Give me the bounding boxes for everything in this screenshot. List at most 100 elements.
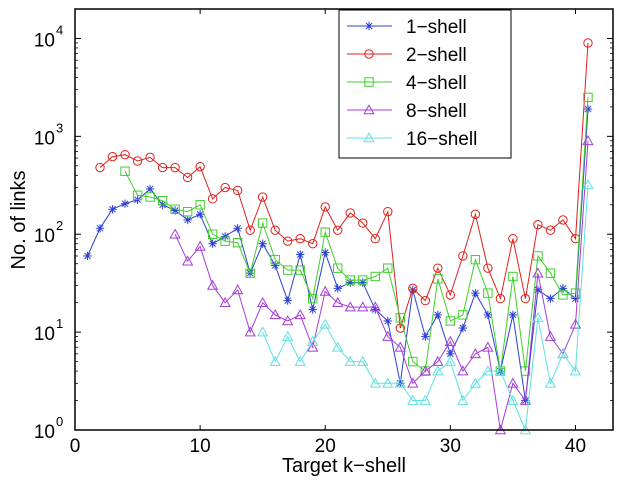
data-point-16-shell	[444, 355, 457, 366]
legend-marker-shape	[364, 49, 374, 59]
data-point-4-shell	[282, 265, 293, 275]
data-point-16-shell	[407, 394, 419, 405]
data-point-4-shell	[570, 288, 581, 298]
data-point-8-shell	[319, 285, 331, 296]
y-tick-label: 10	[34, 324, 55, 345]
data-point-1-shell	[508, 310, 518, 320]
data-point-2-shell	[333, 225, 343, 235]
data-point-16-shell	[257, 326, 269, 337]
data-point-1-shell	[208, 239, 217, 248]
legend-entry: 4−shell	[347, 73, 467, 94]
y-axis-label: No. of links	[8, 171, 30, 270]
data-point-16-shell	[432, 365, 444, 376]
data-point-4-shell	[270, 254, 280, 265]
data-point-2-shell	[295, 234, 305, 244]
legend-marker-16-shell	[363, 132, 375, 143]
legend-label: 16−shell	[406, 129, 477, 150]
data-point-1-shell	[321, 248, 330, 257]
data-point-8-shell	[294, 309, 306, 320]
data-point-1-shell	[383, 316, 392, 326]
legend-entry: 8−shell	[347, 101, 467, 122]
data-point-4-shell	[257, 218, 268, 228]
x-tick-label: 40	[565, 436, 586, 457]
data-point-4-shell	[295, 265, 305, 275]
data-point-16-shell	[469, 377, 482, 388]
legend-marker-shape	[363, 132, 375, 143]
data-point-16-shell	[344, 355, 356, 366]
data-point-4-shell	[120, 166, 130, 176]
data-point-8-shell	[219, 296, 231, 307]
data-point-4-shell	[395, 313, 406, 323]
data-point-1-shell	[145, 184, 155, 194]
data-point-4-shell	[308, 293, 318, 304]
data-point-4-shell	[545, 268, 556, 278]
data-point-1-shell	[583, 104, 593, 114]
data-point-16-shell	[569, 365, 582, 376]
data-point-2-shell	[395, 323, 406, 333]
data-point-8-shell	[582, 135, 594, 146]
data-point-1-shell	[458, 323, 468, 333]
data-point-2-shell	[533, 220, 543, 230]
data-point-4-shell	[408, 356, 418, 367]
data-point-1-shell	[308, 305, 317, 314]
data-point-4-shell	[445, 316, 456, 326]
data-point-2-shell	[508, 234, 518, 244]
legend-box	[338, 9, 512, 159]
data-point-8-shell	[444, 335, 457, 346]
data-point-8-shell	[344, 301, 356, 312]
legend-marker-shape	[363, 104, 375, 115]
data-point-8-shell	[507, 377, 519, 388]
data-point-8-shell	[382, 330, 394, 341]
data-point-2-shell	[383, 206, 393, 217]
data-point-16-shell	[532, 311, 544, 323]
x-tick-label: 0	[70, 436, 81, 457]
data-point-2-shell	[95, 162, 105, 173]
data-point-4-shell	[333, 263, 343, 273]
data-point-2-shell	[170, 162, 180, 173]
legend-marker-shape	[364, 77, 374, 87]
data-point-1-shell	[483, 310, 493, 320]
data-point-2-shell	[370, 234, 380, 244]
data-point-8-shell	[269, 309, 281, 320]
data-point-16-shell	[494, 365, 507, 376]
data-point-4-shell	[207, 229, 218, 239]
data-point-1-shell	[571, 294, 580, 303]
data-point-2-shell	[558, 215, 568, 225]
data-point-1-shell	[183, 215, 192, 225]
data-point-8-shell	[544, 330, 557, 341]
data-point-8-shell	[169, 228, 181, 239]
data-point-4-shell	[483, 288, 493, 298]
data-point-2-shell	[145, 152, 155, 163]
data-point-16-shell	[319, 318, 331, 329]
legend: 1−shell 2−shell 4−shell 8−shell 16−shell	[338, 9, 512, 159]
data-point-16-shell	[507, 394, 519, 405]
legend-label: 8−shell	[406, 101, 467, 122]
data-point-8-shell	[194, 240, 206, 251]
data-point-8-shell	[519, 394, 532, 405]
legend-label: 2−shell	[406, 45, 467, 66]
data-point-4-shell	[320, 227, 330, 237]
data-point-1-shell	[421, 332, 430, 341]
data-point-8-shell	[394, 341, 406, 352]
data-point-8-shell	[357, 301, 369, 312]
plot-marks	[83, 38, 594, 435]
data-point-1-shell	[283, 296, 292, 305]
data-point-2-shell	[445, 290, 456, 300]
data-point-2-shell	[545, 225, 556, 235]
data-point-4-shell	[470, 254, 481, 265]
data-point-4-shell	[245, 268, 255, 278]
data-point-2-shell	[408, 283, 418, 294]
data-point-8-shell	[206, 279, 219, 290]
data-point-4-shell	[232, 237, 243, 248]
data-point-2-shell	[220, 182, 230, 193]
data-point-8-shell	[569, 318, 582, 329]
y-tick-label: 10	[34, 422, 55, 443]
data-point-8-shell	[457, 365, 469, 376]
data-point-2-shell	[458, 251, 468, 261]
data-point-4-shell	[458, 310, 468, 320]
x-tick-label: 20	[315, 436, 336, 457]
data-point-4-shell	[520, 366, 531, 376]
data-point-2-shell	[270, 225, 280, 235]
data-point-4-shell	[508, 271, 518, 282]
